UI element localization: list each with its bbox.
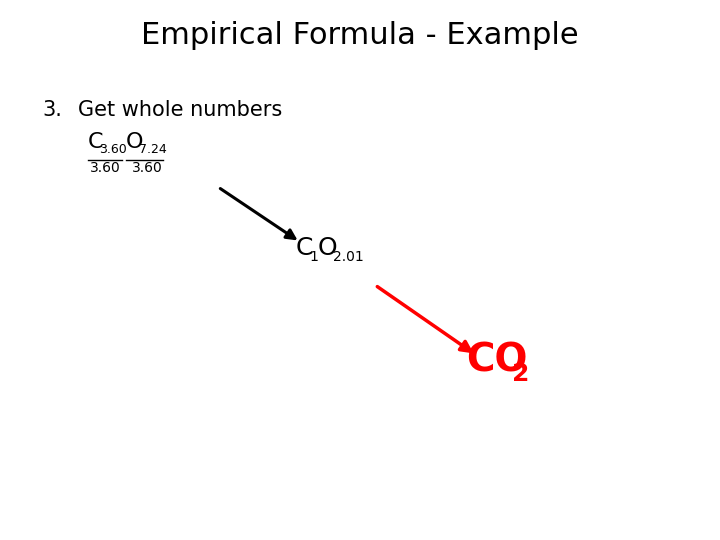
Text: 3.: 3. — [42, 100, 62, 120]
Text: 2: 2 — [512, 362, 529, 386]
Text: O: O — [318, 236, 338, 260]
Text: C: C — [296, 236, 313, 260]
Text: 1: 1 — [309, 250, 318, 264]
Text: 3.60: 3.60 — [99, 143, 127, 156]
Text: 3.60: 3.60 — [132, 161, 163, 175]
Text: C: C — [88, 132, 104, 152]
Text: 3.60: 3.60 — [90, 161, 121, 175]
Text: O: O — [126, 132, 143, 152]
Text: Empirical Formula - Example: Empirical Formula - Example — [141, 21, 579, 50]
Text: 7.24: 7.24 — [139, 143, 167, 156]
Text: CO: CO — [466, 342, 528, 380]
Text: Get whole numbers: Get whole numbers — [78, 100, 282, 120]
Text: 2.01: 2.01 — [333, 250, 364, 264]
